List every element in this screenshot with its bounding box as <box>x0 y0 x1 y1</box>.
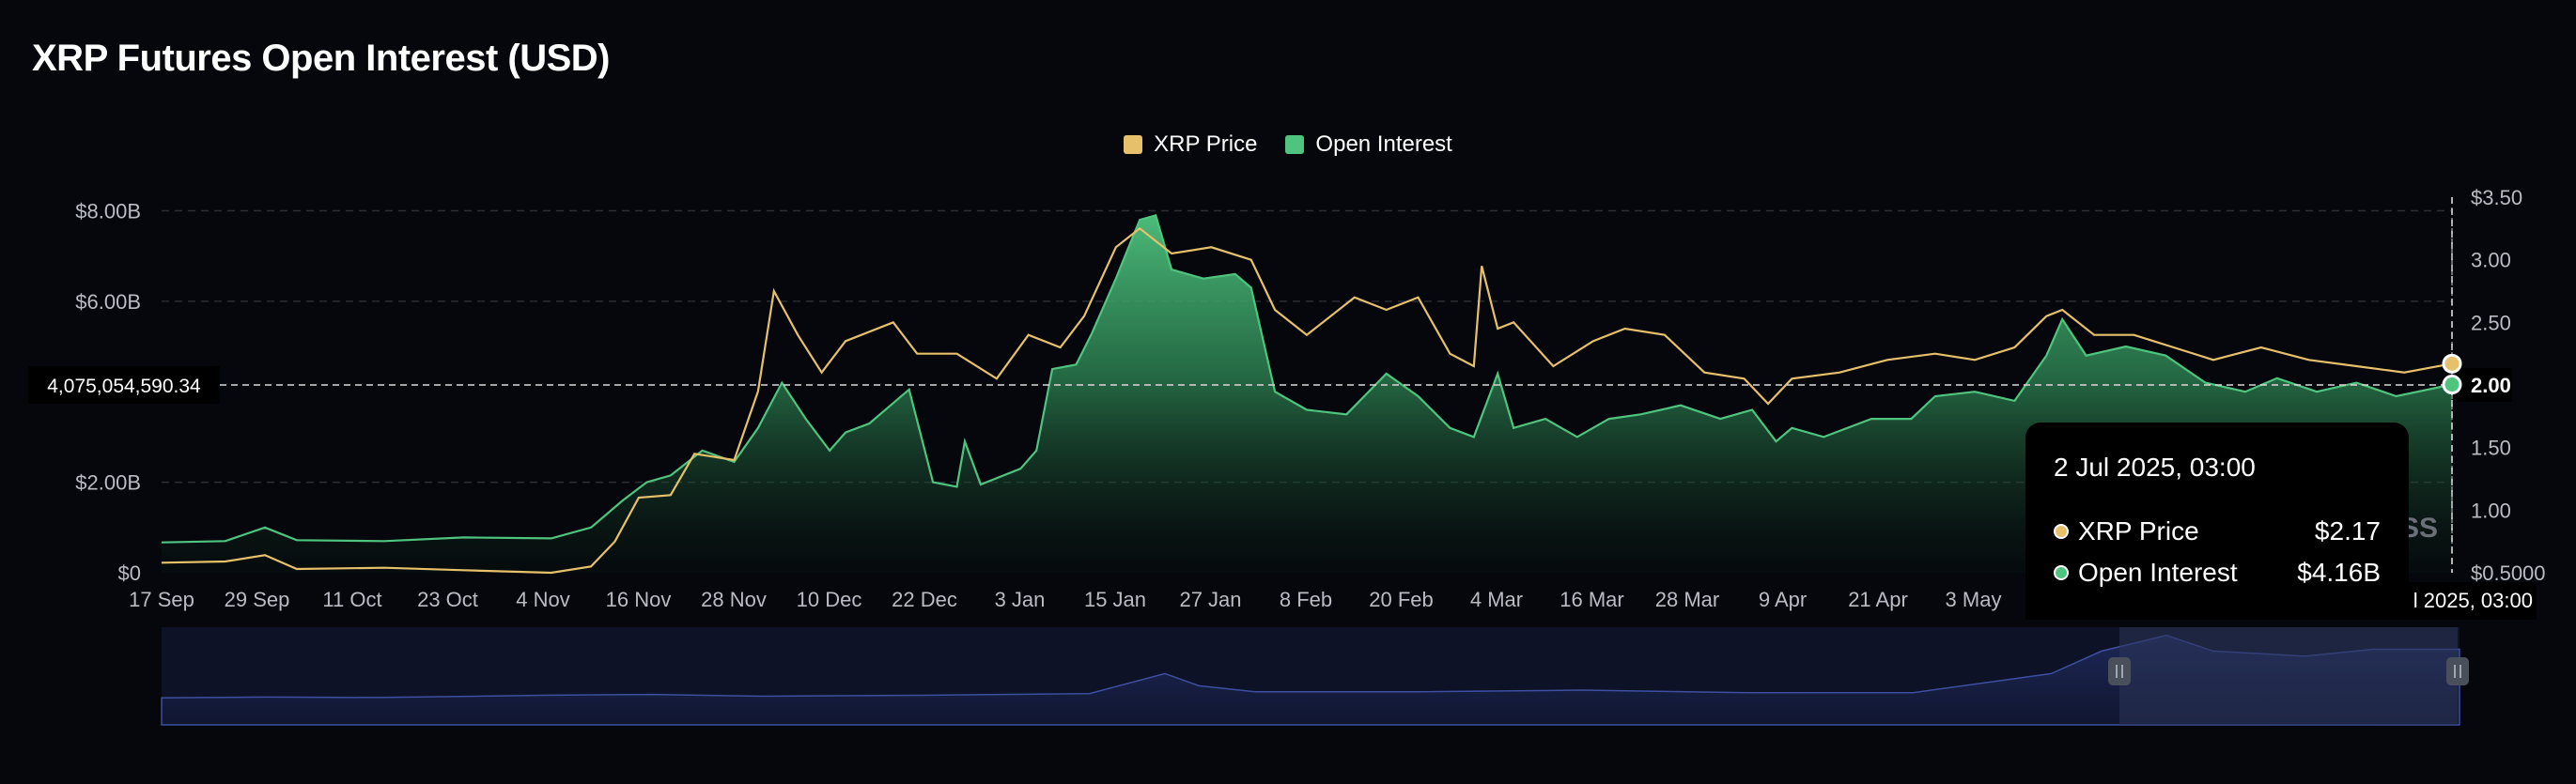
x-tick-label: 22 Dec <box>892 588 957 611</box>
legend-label-open-interest: Open Interest <box>1315 131 1452 157</box>
x-tick-label: 28 Mar <box>1655 588 1719 611</box>
x-tick-label: 17 Sep <box>129 588 194 611</box>
tooltip-value-open-interest: $4.16B <box>2297 558 2381 587</box>
hover-tooltip: 2 Jul 2025, 03:00 XRP Price $2.17 Open I… <box>2025 423 2409 618</box>
y-right-tick-label: 3.00 <box>2471 249 2511 272</box>
x-tick-label: 4 Nov <box>516 588 569 611</box>
y-right-tick-label: 1.00 <box>2471 499 2511 522</box>
crosshair-value-label: 4,075,054,590.34 <box>47 376 201 397</box>
x-tick-label: 9 Apr <box>1759 588 1807 611</box>
crosshair-right-label: 2.00 <box>2471 374 2511 397</box>
x-tick-label: 4 Mar <box>1470 588 1523 611</box>
tooltip-row-xrp-price: XRP Price $2.17 <box>2054 511 2381 552</box>
hover-dot-open-interest <box>2442 375 2462 395</box>
x-tick-label: 28 Nov <box>701 588 767 611</box>
x-tick-label: 15 Jan <box>1084 588 1146 611</box>
xrp-price-line <box>161 226 2453 575</box>
y-right-tick-label: $0.5000 <box>2471 561 2546 585</box>
legend-swatch-open-interest <box>1285 135 1305 154</box>
x-tick-label: 21 Apr <box>1848 588 1908 611</box>
y-left-tick-label: $0 <box>118 561 141 585</box>
axes: $0 $2.00B $6.00B $8.00B $0.5000 1.00 1.50 2.00 2… <box>75 186 2545 611</box>
y-left-tick-label: $2.00B <box>75 471 141 495</box>
x-tick-label: 3 Jan <box>995 588 1046 611</box>
x-tick-label: 3 May <box>1946 588 2002 611</box>
x-tick-label: 29 Sep <box>225 588 290 611</box>
navigator-selection <box>2119 627 2458 725</box>
y-right-tick-label: 1.50 <box>2471 437 2511 460</box>
chart-legend: XRP Price Open Interest <box>0 131 2576 158</box>
tooltip-value-xrp-price: $2.17 <box>2314 516 2381 546</box>
y-right-tick-label: $3.50 <box>2471 186 2522 209</box>
open-interest-area <box>162 215 2452 574</box>
x-tick-label: 20 Feb <box>1369 588 1434 611</box>
x-tick-label: 27 Jan <box>1179 588 1241 611</box>
range-navigator[interactable] <box>161 627 2469 726</box>
tooltip-row-open-interest: Open Interest $4.16B <box>2054 552 2381 593</box>
hover-dot-xrp-price <box>2442 353 2462 374</box>
x-tick-label: 16 Nov <box>606 588 672 611</box>
tooltip-date: 2 Jul 2025, 03:00 <box>2054 453 2256 482</box>
tooltip-dot-xrp-price <box>2054 524 2069 539</box>
tooltip-label-open-interest: Open Interest <box>2078 558 2238 587</box>
tooltip-dot-open-interest <box>2054 565 2069 580</box>
x-tick-label: 8 Feb <box>1280 588 1332 611</box>
legend-swatch-xrp-price <box>1124 135 1143 154</box>
legend-item-open-interest[interactable]: Open Interest <box>1285 131 1452 158</box>
x-tick-label: 23 Oct <box>417 588 478 611</box>
legend-label-xrp-price: XRP Price <box>1154 131 1258 157</box>
tooltip-label-xrp-price: XRP Price <box>2078 516 2199 546</box>
x-crosshair-label: l 2025, 03:00 <box>2413 589 2533 612</box>
navigator-handle-left[interactable] <box>2108 657 2131 685</box>
navigator-handle-right[interactable] <box>2446 657 2469 685</box>
xrp-price-series <box>161 226 2453 575</box>
x-tick-label: 16 Mar <box>1560 588 1623 611</box>
legend-item-xrp-price[interactable]: XRP Price <box>1124 131 1257 158</box>
y-left-tick-label: $6.00B <box>75 290 141 314</box>
chart-title: XRP Futures Open Interest (USD) <box>32 38 610 79</box>
y-left-tick-label: $8.00B <box>75 199 141 223</box>
y-right-tick-label: 2.50 <box>2471 311 2511 334</box>
x-tick-label: 11 Oct <box>322 588 381 611</box>
x-tick-label: 10 Dec <box>797 588 862 611</box>
crosshair-right-box <box>2456 368 2512 402</box>
crosshair-value-box <box>28 366 220 404</box>
